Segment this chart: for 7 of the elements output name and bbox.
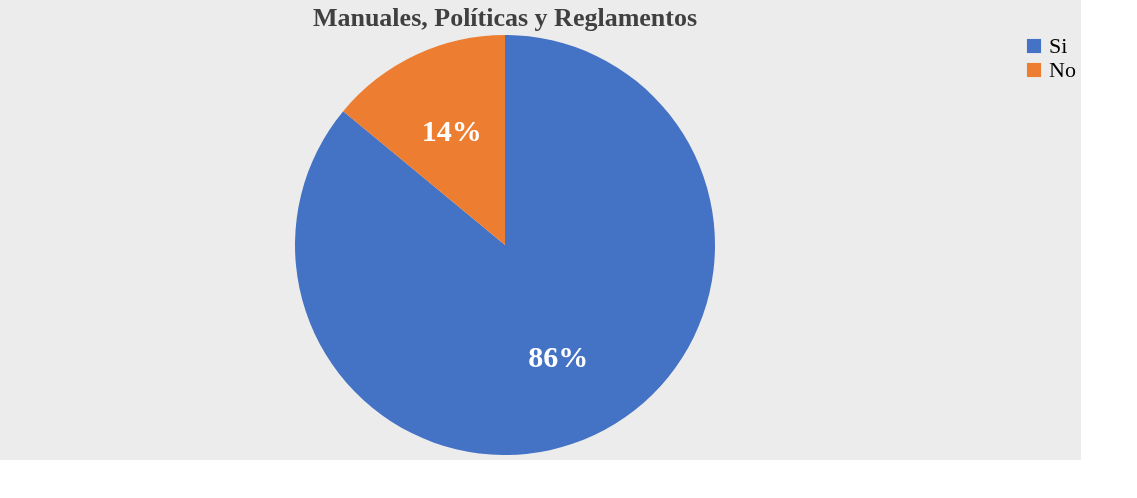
legend-label: Si [1049,33,1068,58]
data-label: 86% [528,340,589,374]
legend-label: No [1049,57,1076,82]
pie-slice [343,35,505,245]
chart-title: Manuales, Políticas y Reglamentos [312,3,698,32]
data-label: 14% [421,113,482,147]
pie-slice [295,35,715,455]
